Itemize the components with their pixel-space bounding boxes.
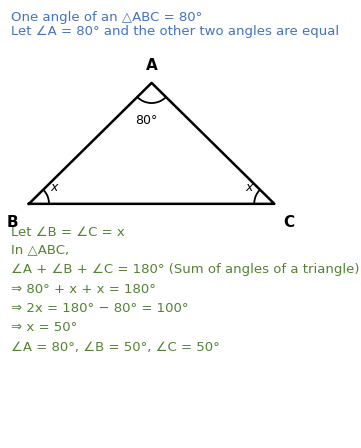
Text: Let ∠A = 80° and the other two angles are equal: Let ∠A = 80° and the other two angles ar… (11, 25, 339, 38)
Text: 80°: 80° (135, 114, 158, 127)
Text: ∠A + ∠B + ∠C = 180° (Sum of angles of a triangle): ∠A + ∠B + ∠C = 180° (Sum of angles of a … (11, 263, 359, 276)
Text: ⇒ 2x = 180° − 80° = 100°: ⇒ 2x = 180° − 80° = 100° (11, 302, 188, 315)
Text: A: A (146, 58, 157, 73)
Text: ⇒ 80° + x + x = 180°: ⇒ 80° + x + x = 180° (11, 283, 156, 296)
Text: One angle of an △ABC = 80°: One angle of an △ABC = 80° (11, 11, 202, 24)
Text: B: B (6, 215, 18, 230)
Text: x: x (245, 181, 253, 194)
Text: ⇒ x = 50°: ⇒ x = 50° (11, 321, 77, 334)
Text: C: C (283, 215, 295, 230)
Text: ∠A = 80°, ∠B = 50°, ∠C = 50°: ∠A = 80°, ∠B = 50°, ∠C = 50° (11, 341, 219, 354)
Text: In △ABC,: In △ABC, (11, 243, 69, 256)
Text: Let ∠B = ∠C = x: Let ∠B = ∠C = x (11, 226, 125, 239)
Text: x: x (51, 181, 58, 194)
